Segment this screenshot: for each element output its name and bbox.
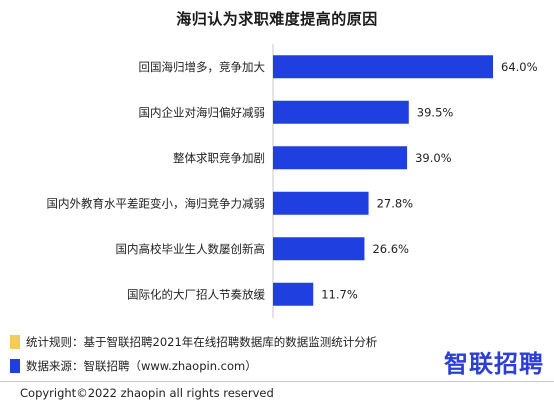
- bar: [273, 100, 409, 124]
- value-label: 27.8%: [377, 196, 414, 210]
- copyright-text: Copyright©2022 zhaopin all rights reserv…: [20, 386, 274, 400]
- bars-layer: 回国海归增多，竞争加大 64.0% 国内企业对海归偏好减弱 39.5% 整体求职竞争加剧…: [47, 55, 538, 306]
- data-source-text: 数据来源：智联招聘（www.zhaopin.com）: [26, 359, 257, 373]
- value-label: 11.7%: [321, 287, 358, 301]
- value-label: 64.0%: [501, 60, 538, 74]
- category-label: 回国海归增多，竞争加大: [139, 60, 266, 74]
- zhaopin-logo: 智联招聘: [444, 350, 544, 378]
- category-label: 整体求职竞争加剧: [173, 151, 265, 165]
- data-source-note: 数据来源：智联招聘（www.zhaopin.com）: [10, 358, 257, 374]
- category-label: 国内高校毕业生人数屡创新高: [116, 242, 266, 256]
- footer-divider: [0, 381, 554, 382]
- rule-swatch: [10, 335, 20, 349]
- bar: [273, 55, 493, 79]
- value-label: 26.6%: [372, 242, 409, 256]
- bar-chart: 回国海归增多，竞争加大 64.0% 国内企业对海归偏好减弱 39.5% 整体求职竞争加剧…: [47, 44, 538, 318]
- source-swatch: [10, 359, 20, 373]
- statistics-rule-note: 统计规则：基于智联招聘2021年在线招聘数据库的数据监测统计分析: [10, 334, 377, 350]
- statistics-rule-text: 统计规则：基于智联招聘2021年在线招聘数据库的数据监测统计分析: [26, 335, 378, 349]
- category-label: 国内企业对海归偏好减弱: [139, 105, 266, 119]
- value-label: 39.5%: [417, 105, 454, 119]
- chart-title: 海归认为求职难度提高的原因: [176, 10, 378, 28]
- category-label: 国内外教育水平差距变小，海归竞争力减弱: [47, 196, 266, 210]
- bar: [273, 282, 314, 306]
- category-label: 国际化的大厂招人节奏放缓: [127, 287, 265, 301]
- bar: [273, 191, 369, 215]
- value-label: 39.0%: [415, 151, 452, 165]
- bar: [273, 146, 408, 170]
- bar: [273, 237, 365, 261]
